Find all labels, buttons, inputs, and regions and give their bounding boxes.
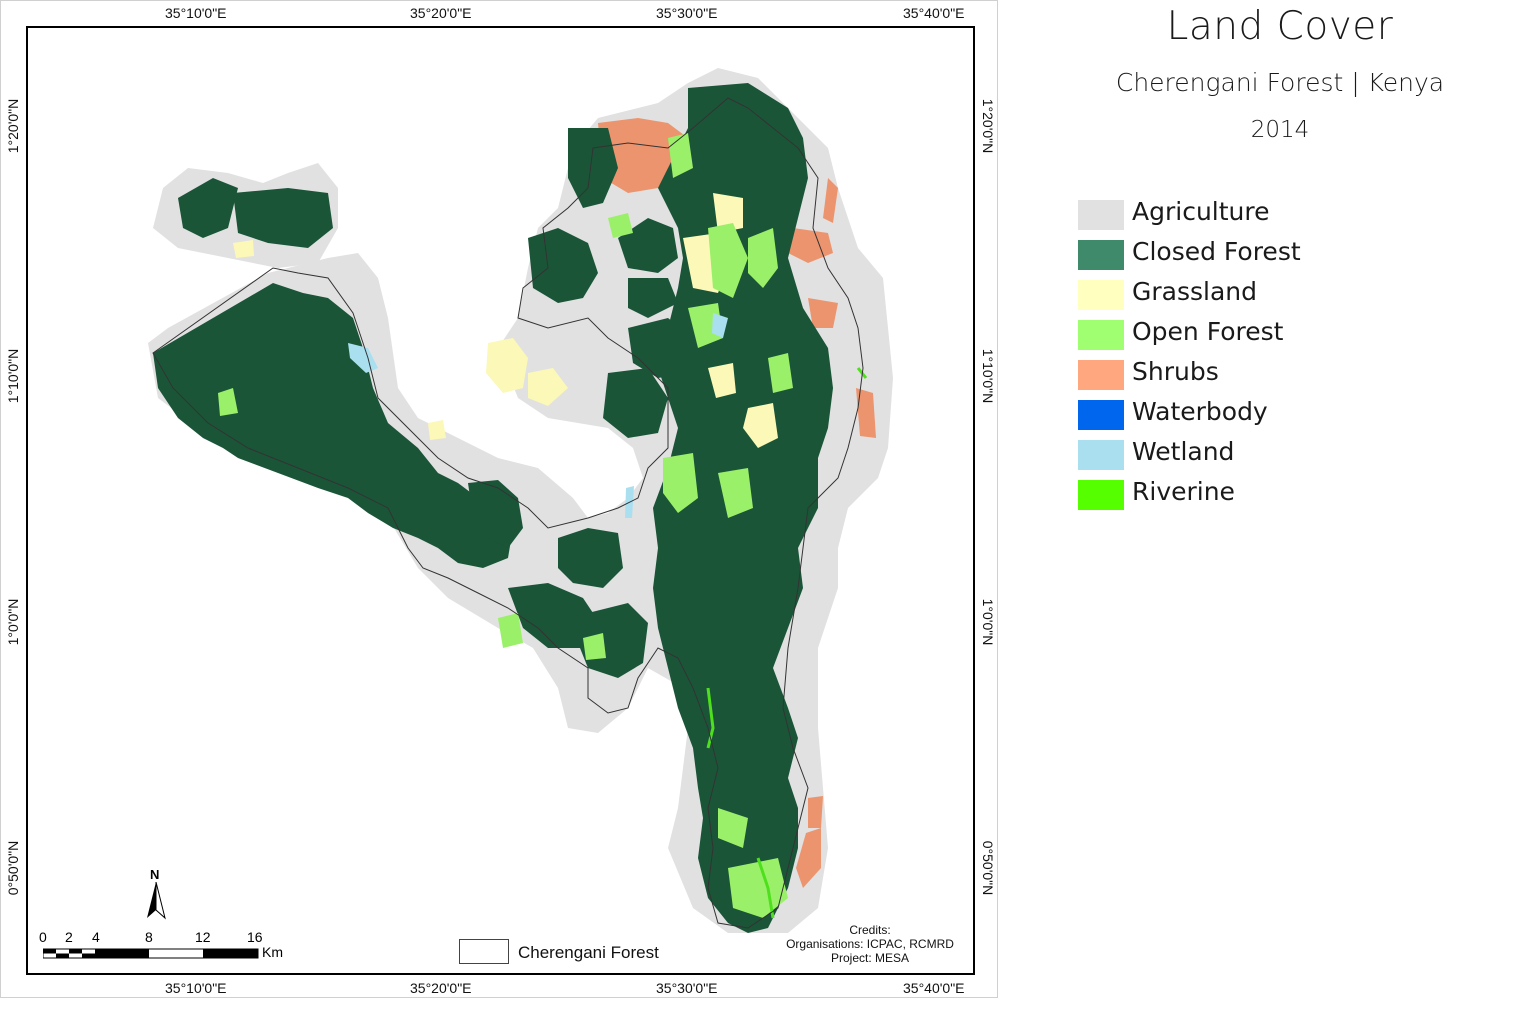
legend-swatch-wetland — [1078, 440, 1124, 470]
lon-label-bottom-4: 35°40'0"E — [903, 980, 965, 996]
credits-project: Project: MESA — [830, 951, 910, 965]
legend-label-open-forest: Open Forest — [1132, 317, 1284, 346]
boundary-legend-swatch — [459, 939, 509, 964]
cherengani-forest-boundary — [152, 97, 864, 929]
lat-label-left-3: 1°0'0"N — [5, 598, 21, 646]
lat-label-right-2: 1°10'0"N — [980, 348, 996, 404]
scalebar-tick-4: 4 — [92, 929, 100, 945]
legend-swatch-grassland — [1078, 280, 1124, 310]
map-subtitle: Cherengani Forest | Kenya — [1115, 68, 1445, 97]
legend-swatch-agriculture — [1078, 200, 1124, 230]
scalebar-unit: Km — [262, 944, 283, 960]
lon-label-bottom-3: 35°30'0"E — [656, 980, 718, 996]
legend-label-riverine: Riverine — [1132, 477, 1235, 506]
lat-label-left-2: 1°10'0"N — [5, 348, 21, 404]
boundary-legend-label: Cherengani Forest — [518, 943, 659, 962]
land-cover-map — [148, 68, 893, 933]
legend-label-waterbody: Waterbody — [1132, 397, 1268, 426]
legend-swatch-shrubs — [1078, 360, 1124, 390]
scalebar-tick-8: 8 — [145, 929, 153, 945]
lon-label-bottom-1: 35°10'0"E — [165, 980, 227, 996]
north-arrow-label: N — [150, 867, 160, 882]
scalebar-tick-2: 2 — [65, 929, 73, 945]
legend-label-agriculture: Agriculture — [1132, 197, 1270, 226]
north-arrow-icon — [147, 882, 166, 920]
legend-label-shrubs: Shrubs — [1132, 357, 1219, 386]
lat-label-left-1: 1°20'0"N — [5, 98, 21, 154]
scalebar-tick-16: 16 — [247, 929, 263, 945]
map-panel — [26, 26, 975, 975]
lat-label-left-4: 0°50'0"N — [5, 840, 21, 896]
scalebar-tick-0: 0 — [39, 929, 47, 945]
lon-label-top-2: 35°20'0"E — [410, 5, 472, 21]
legend-swatch-waterbody — [1078, 400, 1124, 430]
credits: Credits: Organisations: ICPAC, RCMRD Pro… — [770, 923, 970, 965]
open-forest-area — [218, 133, 793, 918]
credits-organisations: Organisations: ICPAC, RCMRD — [786, 937, 954, 951]
lon-label-top-1: 35°10'0"E — [165, 5, 227, 21]
scalebar-tick-12: 12 — [195, 929, 211, 945]
lat-label-right-4: 0°50'0"N — [980, 840, 996, 896]
map-year: 2014 — [1250, 117, 1310, 143]
lat-label-right-1: 1°20'0"N — [980, 98, 996, 154]
legend-swatch-open-forest — [1078, 320, 1124, 350]
legend-label-wetland: Wetland — [1132, 437, 1235, 466]
lon-label-top-4: 35°40'0"E — [903, 5, 965, 21]
map-title: Land Cover — [1166, 4, 1394, 49]
legend-swatch-closed-forest — [1078, 240, 1124, 270]
legend-label-closed-forest: Closed Forest — [1132, 237, 1301, 266]
legend-swatch-riverine — [1078, 480, 1124, 510]
legend-label-grassland: Grassland — [1132, 277, 1257, 306]
lon-label-top-3: 35°30'0"E — [656, 5, 718, 21]
credits-heading: Credits: — [849, 923, 891, 937]
scale-bar — [43, 948, 259, 959]
lon-label-bottom-2: 35°20'0"E — [410, 980, 472, 996]
lat-label-right-3: 1°0'0"N — [980, 598, 996, 646]
